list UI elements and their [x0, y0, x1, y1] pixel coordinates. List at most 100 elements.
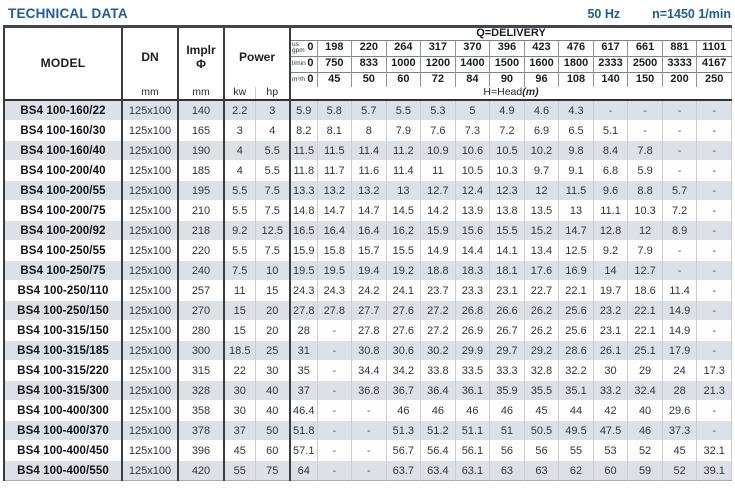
- gpm-value-cell: 617: [592, 39, 628, 57]
- dn-cell: 125x100: [121, 240, 178, 261]
- dn-cell: 125x100: [121, 360, 178, 381]
- head-cell: -: [316, 360, 352, 381]
- gpm-value-cell: 396: [489, 39, 525, 57]
- table-row: BS4 100-200/92 125x100 218 9.2 12.5 16.5 16.4 1…: [4, 220, 732, 241]
- head-cell: 8.1: [316, 120, 352, 141]
- table-row: BS4 100-315/150 125x100 280 15 20 28-27.8 27.6…: [4, 320, 732, 341]
- m3h-value-cell: 250: [696, 71, 732, 88]
- head-cell: 13.2: [351, 180, 387, 201]
- head-cell: 7.6: [420, 120, 456, 141]
- phi-symbol: Φ: [196, 57, 206, 72]
- dn-cell: 125x100: [121, 320, 178, 341]
- head-cell: 15.7: [351, 240, 387, 261]
- impeller-cell: 185: [177, 160, 224, 181]
- head-cell: 14.7: [316, 200, 352, 221]
- hp-cell: 20: [254, 320, 291, 341]
- dn-cell: 125x100: [121, 340, 178, 361]
- head-cell: -: [351, 420, 387, 441]
- head-cell: -: [696, 320, 732, 341]
- head-cell: 8.2: [289, 120, 318, 141]
- head-cell: 33.3: [489, 360, 525, 381]
- gpm-value-cell: 370: [454, 39, 490, 57]
- head-cell: 15.2: [523, 220, 559, 241]
- head-cell: 36.4: [420, 380, 456, 401]
- head-cell: 31: [289, 340, 318, 361]
- head-cell: 50.5: [523, 420, 559, 441]
- head-cell: 22.1: [558, 280, 594, 301]
- head-cell: 56: [489, 440, 525, 461]
- kw-cell: 3: [223, 120, 255, 141]
- lmin-value-cell: 4167: [696, 55, 732, 73]
- impeller-cell: 165: [177, 120, 224, 141]
- head-cell: 56.1: [454, 440, 490, 461]
- head-cell: 11.5: [316, 140, 352, 161]
- head-cell: 5.1: [592, 120, 628, 141]
- head-cell: -: [696, 160, 732, 181]
- head-cell: -: [661, 260, 697, 281]
- table-row: BS4 100-160/30 125x100 165 3 4 8.2 8.1 8 7.9 7.6 7…: [4, 120, 732, 141]
- head-cell: 24.2: [351, 280, 387, 301]
- head-cell: -: [696, 240, 732, 261]
- head-cell: 12.4: [454, 180, 490, 201]
- lmin-header-row: l/min 0 750 833 1000 1200 1400 1500 1600 1800 23…: [4, 55, 732, 73]
- head-cell: 12.3: [489, 180, 525, 201]
- head-cell: 8.4: [592, 140, 628, 161]
- head-cell: 63.7: [385, 460, 421, 481]
- dn-cell: 125x100: [121, 460, 178, 481]
- head-cell: -: [661, 240, 697, 261]
- head-cell: 27.6: [385, 300, 421, 321]
- head-cell: 30: [592, 360, 628, 381]
- head-cell: 28: [289, 320, 318, 341]
- head-cell: 63.1: [454, 460, 490, 481]
- impeller-cell: 257: [177, 280, 224, 301]
- head-cell: 32.4: [627, 380, 663, 401]
- hp-cell: 50: [254, 420, 291, 441]
- head-cell: 23.2: [592, 300, 628, 321]
- head-cell: 29.7: [489, 340, 525, 361]
- model-cell: BS4 100-200/92: [4, 220, 122, 241]
- head-cell: 23.1: [592, 320, 628, 341]
- head-cell: 13: [385, 180, 421, 201]
- head-cell: 23.1: [489, 280, 525, 301]
- head-cell: 62: [558, 460, 594, 481]
- head-cell: 13.9: [454, 200, 490, 221]
- head-cell: -: [661, 120, 697, 141]
- head-cell: 12.5: [558, 240, 594, 261]
- model-cell: BS4 100-250/55: [4, 240, 122, 261]
- head-cell: 11.4: [661, 280, 697, 301]
- hp-cell: 3: [254, 99, 291, 121]
- hp-cell: 4: [254, 120, 291, 141]
- head-cell: 19.7: [592, 280, 628, 301]
- m3h-value-cell: 90: [489, 71, 525, 88]
- gpm-value-cell: 423: [523, 39, 559, 57]
- page-header: TECHNICAL DATA 50 Hz n=1450 1/min: [0, 0, 735, 25]
- head-cell: 49.5: [558, 420, 594, 441]
- model-cell: BS4 100-400/300: [4, 400, 122, 421]
- impeller-cell: 420: [177, 460, 224, 481]
- head-cell: 25.6: [558, 300, 594, 321]
- head-cell: 33.2: [592, 380, 628, 401]
- head-cell: 59: [627, 460, 663, 481]
- hp-cell: 40: [254, 400, 291, 421]
- dn-cell: 125x100: [121, 380, 178, 401]
- hp-cell: 5.5: [254, 140, 291, 161]
- impeller-cell: 315: [177, 360, 224, 381]
- table-row: BS4 100-250/55 125x100 220 5.5 7.5 15.9 15.8 15…: [4, 240, 732, 261]
- head-cell: 15.5: [385, 240, 421, 261]
- dn-cell: 125x100: [121, 200, 178, 221]
- head-cell: -: [351, 440, 387, 461]
- head-cell: 22.1: [627, 300, 663, 321]
- head-cell: 29.6: [661, 400, 697, 421]
- head-row-label: H=Head(m): [289, 87, 732, 101]
- table-row: BS4 100-400/550 125x100 420 55 75 64- -63.7 63.…: [4, 460, 732, 481]
- hp-cell: 10: [254, 260, 291, 281]
- head-cell: 6.8: [592, 160, 628, 181]
- head-cell: 51: [489, 420, 525, 441]
- head-cell: -: [316, 440, 352, 461]
- head-cell: 63: [523, 460, 559, 481]
- head-cell: 37: [289, 380, 318, 401]
- table-body: BS4 100-160/22 125x100 140 2.2 3 5.9 5.8 5.7 5.5…: [4, 99, 732, 481]
- head-cell: 11.5: [558, 180, 594, 201]
- head-cell: 30.8: [351, 340, 387, 361]
- head-cell: 27.6: [385, 320, 421, 341]
